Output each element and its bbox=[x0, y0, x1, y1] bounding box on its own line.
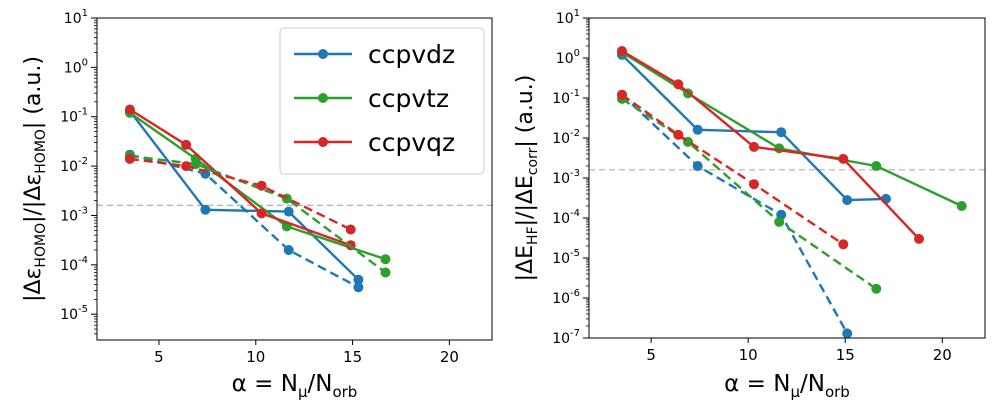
x-tick-label: 15 bbox=[836, 346, 855, 364]
y-tick-label: 100 bbox=[64, 57, 88, 76]
data-point-ccpvtz-dashed bbox=[871, 283, 882, 294]
legend-label-ccpvqz: ccpvqz bbox=[368, 128, 455, 157]
data-point-ccpvtz-solid bbox=[956, 201, 967, 211]
legend-label-ccpvtz: ccpvtz bbox=[368, 84, 449, 113]
data-point-ccpvqz-dashed bbox=[838, 239, 849, 250]
data-point-ccpvqz-dashed bbox=[673, 129, 684, 140]
x-tick-label: 10 bbox=[246, 348, 265, 366]
legend-marker-ccpvtz bbox=[318, 93, 328, 103]
y-tick-label: 10-1 bbox=[60, 107, 88, 126]
x-tick-label: 15 bbox=[343, 348, 362, 366]
y-tick-label: 100 bbox=[556, 48, 580, 67]
right-chart: 5 10 15 20 10-7 10-6 10-5 10-4 10-3 10-2 10-1 100 10… bbox=[513, 8, 986, 401]
data-point-ccpvtz-solid bbox=[380, 254, 391, 265]
y-axis-label: |ΔEHF​|/|ΔEcorr​| (a.u.) bbox=[513, 75, 541, 282]
y-tick-label: 10-4 bbox=[552, 208, 580, 227]
x-axis-label: α = Nμ/Norb bbox=[724, 371, 850, 401]
series-line-ccpvtz-solid bbox=[129, 111, 386, 261]
data-point-ccpvtz-solid bbox=[871, 161, 882, 171]
series-line-ccpvdz-dashed bbox=[129, 153, 359, 289]
data-point-ccpvdz-solid bbox=[200, 204, 211, 215]
y-tick-label: 10-1 bbox=[552, 88, 580, 107]
data-point-ccpvqz-dashed bbox=[256, 180, 267, 191]
data-point-ccpvdz-dashed bbox=[842, 328, 853, 339]
y-tick-label: 10-5 bbox=[60, 304, 88, 323]
data-point-ccpvqz-solid bbox=[914, 233, 924, 244]
data-point-ccpvdz-solid bbox=[776, 127, 787, 138]
y-tick-label: 10-5 bbox=[552, 248, 580, 267]
series-line-ccpvqz-solid bbox=[129, 108, 352, 247]
y-tick-label: 10-7 bbox=[552, 328, 580, 347]
y-tick-label: 10-2 bbox=[552, 128, 580, 147]
series-line-ccpvqz-dashed bbox=[129, 157, 352, 231]
data-point-ccpvdz-solid bbox=[283, 206, 294, 217]
x-tick-label: 20 bbox=[440, 348, 459, 366]
x-tick-label: 5 bbox=[154, 348, 164, 366]
data-point-ccpvqz-dashed bbox=[181, 161, 192, 172]
data-point-ccpvqz-dashed bbox=[749, 179, 759, 190]
y-tick-label: 10-6 bbox=[552, 288, 580, 307]
data-point-ccpvdz-dashed bbox=[692, 161, 703, 171]
y-tick-label: 10-3 bbox=[552, 168, 580, 187]
legend: ccpvdz ccpvtz ccpvqz bbox=[279, 27, 485, 175]
legend-marker-ccpvdz bbox=[318, 49, 328, 59]
data-point-ccpvdz-solid bbox=[353, 274, 364, 285]
data-point-ccpvdz-solid bbox=[692, 124, 703, 135]
series-line-ccpvtz-dashed bbox=[621, 97, 877, 290]
legend-label-ccpvdz: ccpvdz bbox=[368, 40, 455, 69]
legend-box bbox=[279, 27, 485, 175]
data-point-ccpvdz-dashed bbox=[353, 282, 364, 293]
data-point-ccpvtz-dashed bbox=[774, 216, 785, 227]
y-tick-label: 10-3 bbox=[60, 205, 88, 224]
legend-marker-ccpvqz bbox=[318, 137, 328, 147]
x-tick-label: 5 bbox=[646, 346, 656, 364]
series-line-ccpvtz-solid bbox=[621, 51, 963, 208]
data-point-ccpvqz-dashed bbox=[124, 153, 135, 164]
y-tick-label: 10-4 bbox=[60, 255, 88, 274]
data-point-ccpvqz-solid bbox=[617, 46, 627, 56]
data-point-ccpvdz-dashed bbox=[283, 245, 294, 255]
y-tick-label: 101 bbox=[556, 8, 580, 27]
x-tick-label: 10 bbox=[739, 346, 758, 364]
data-point-ccpvtz-dashed bbox=[380, 267, 391, 278]
data-point-ccpvtz-dashed bbox=[190, 159, 201, 170]
series-line-ccpvdz-dashed bbox=[621, 93, 849, 334]
data-point-ccpvqz-solid bbox=[256, 208, 267, 219]
series-line-ccpvqz-dashed bbox=[621, 93, 844, 246]
left-chart: 5 10 15 20 10-5 10-4 10-3 10-2 10-1 100 101 α = Nμ/… bbox=[21, 8, 493, 401]
y-tick-label: 101 bbox=[64, 8, 88, 27]
data-point-ccpvqz-dashed bbox=[345, 224, 356, 235]
data-point-ccpvqz-solid bbox=[838, 153, 849, 164]
data-point-ccpvqz-solid bbox=[181, 139, 192, 150]
data-point-ccpvqz-solid bbox=[124, 104, 135, 115]
y-tick-label: 10-2 bbox=[60, 156, 88, 175]
data-point-ccpvqz-dashed bbox=[617, 89, 627, 100]
x-tick-label: 20 bbox=[933, 346, 952, 364]
data-point-ccpvdz-solid bbox=[842, 195, 853, 206]
plot-frame bbox=[96, 17, 493, 341]
data-point-ccpvqz-solid bbox=[749, 141, 759, 152]
x-axis-label: α = Nμ/Norb bbox=[232, 371, 358, 401]
data-point-ccpvqz-solid bbox=[673, 79, 684, 90]
y-axis-label: |ΔεHOMO​|/|ΔεHOMO​| (a.u.) bbox=[21, 56, 49, 302]
